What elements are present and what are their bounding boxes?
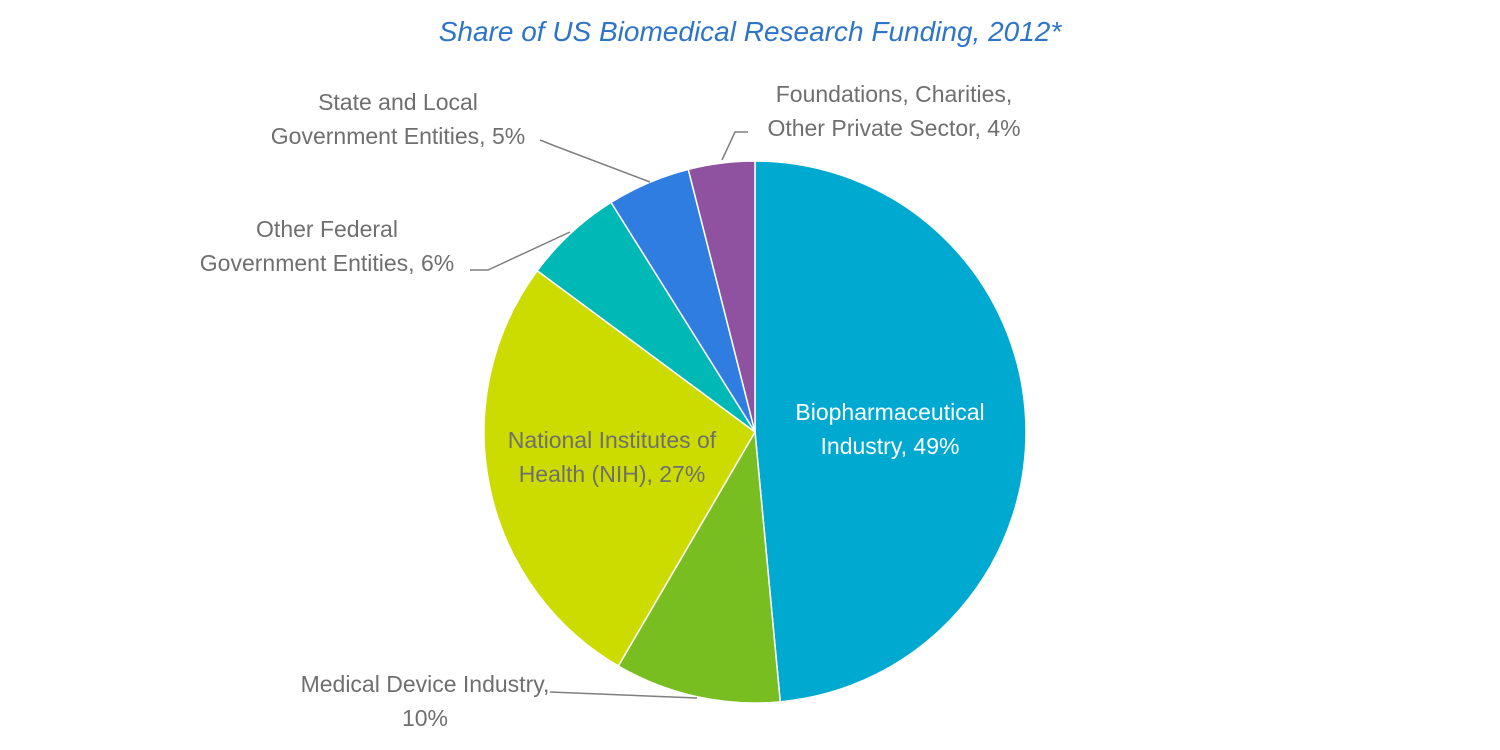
slice-label: National Institutes of Health (NIH), 27% (508, 427, 717, 487)
slice-label-line: 10% (402, 705, 448, 731)
slice-label-line: Government Entities, 5% (271, 123, 525, 149)
slice-label-line: Biopharmaceutical (795, 399, 984, 425)
pie-slice (754, 160, 1027, 703)
pie-slice (687, 160, 756, 433)
pie-slice (617, 429, 782, 704)
pie-slices (483, 160, 1027, 704)
slice-label: Other Federal Government Entities, 6% (200, 216, 454, 276)
slice-label: Medical Device Industry, 10% (301, 671, 550, 731)
slice-label: Foundations, Charities, Other Private Sec… (767, 81, 1020, 141)
slice-label-line: Other Federal (256, 216, 398, 242)
slice-label-line: Other Private Sector, 4% (767, 115, 1020, 141)
slice-label-line: Foundations, Charities, (776, 81, 1013, 107)
slice-label: State and Local Government Entities, 5% (271, 89, 525, 149)
slice-label-line: Health (NIH), 27% (519, 461, 706, 487)
slice-label-line: State and Local (318, 89, 478, 115)
slice-labels: Biopharmaceutical Industry, 49% Medical De… (200, 81, 1021, 731)
slice-label: Biopharmaceutical Industry, 49% (795, 399, 984, 459)
leader-line (470, 231, 571, 271)
pie-slice (483, 269, 756, 668)
slice-label-line: Industry, 49% (821, 433, 960, 459)
leader-line (721, 131, 748, 161)
chart-title: Share of US Biomedical Research Funding,… (438, 16, 1062, 47)
leader-line (549, 691, 698, 699)
leader-lines (470, 131, 748, 699)
slice-label-line: Medical Device Industry, (301, 671, 550, 697)
slice-label-line: National Institutes of (508, 427, 717, 453)
slice-label-line: Government Entities, 6% (200, 250, 454, 276)
leader-line (539, 139, 651, 183)
